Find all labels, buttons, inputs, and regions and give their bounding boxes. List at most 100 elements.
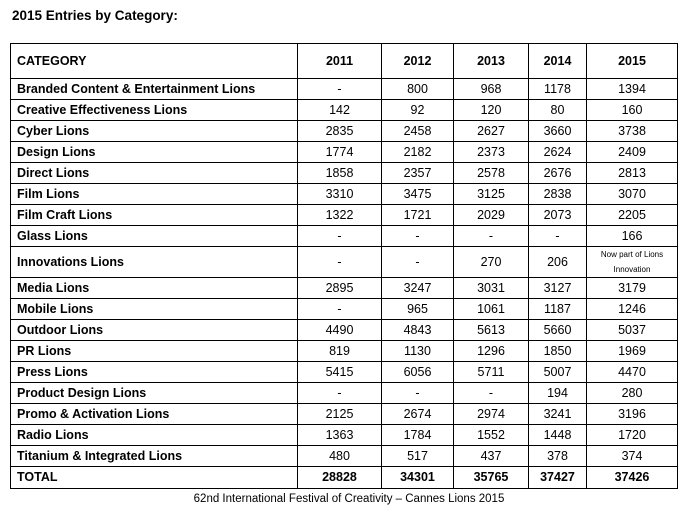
- value-cell-2012: 6056: [381, 361, 454, 383]
- category-cell: Titanium & Integrated Lions: [10, 445, 298, 467]
- column-header-2014: 2014: [528, 43, 587, 79]
- value-cell-2013: 1296: [453, 340, 529, 362]
- value-cell-2015: 3070: [586, 183, 678, 205]
- value-cell-2014: 194: [528, 382, 587, 404]
- value-cell-2014: 378: [528, 445, 587, 467]
- table-row: Glass Lions - - - -166: [10, 225, 678, 247]
- column-header-2015: 2015: [586, 43, 678, 79]
- column-header-2012: 2012: [381, 43, 454, 79]
- value-cell-2011: -: [297, 78, 382, 100]
- value-cell-2011: -: [297, 225, 382, 247]
- value-cell-2014: 2838: [528, 183, 587, 205]
- total-2014: 37427: [528, 466, 587, 489]
- table-header-row: CATEGORY 2011 2012 2013 2014 2015: [10, 43, 678, 79]
- category-cell: PR Lions: [10, 340, 298, 362]
- value-cell-2015: 280: [586, 382, 678, 404]
- value-cell-2014: 1850: [528, 340, 587, 362]
- table-row: Mobile Lions -965 1061 1187 1246: [10, 298, 678, 320]
- value-cell-2011: 5415: [297, 361, 382, 383]
- category-cell: Product Design Lions: [10, 382, 298, 404]
- category-cell: Promo & Activation Lions: [10, 403, 298, 425]
- category-cell: Media Lions: [10, 277, 298, 299]
- value-cell-2012: 1721: [381, 204, 454, 226]
- value-cell-2015: 166: [586, 225, 678, 247]
- value-cell-2013: -: [453, 225, 529, 247]
- value-cell-2013: 437: [453, 445, 529, 467]
- table-row: Radio Lions 1363 1784 1552 1448 1720: [10, 424, 678, 446]
- table-row: Product Design Lions - - -194 280: [10, 382, 678, 404]
- category-cell: Mobile Lions: [10, 298, 298, 320]
- category-cell: Film Craft Lions: [10, 204, 298, 226]
- value-cell-2011: 3310: [297, 183, 382, 205]
- category-cell: Cyber Lions: [10, 120, 298, 142]
- value-cell-2011: 1774: [297, 141, 382, 163]
- value-cell-2015: 4470: [586, 361, 678, 383]
- category-cell: Outdoor Lions: [10, 319, 298, 341]
- category-cell: Creative Effectiveness Lions: [10, 99, 298, 121]
- value-cell-2014: 1448: [528, 424, 587, 446]
- value-cell-2012: 92: [381, 99, 454, 121]
- column-header-2013: 2013: [453, 43, 529, 79]
- value-cell-2012: 2357: [381, 162, 454, 184]
- value-cell-2011: 480: [297, 445, 382, 467]
- value-cell-2011: 2125: [297, 403, 382, 425]
- value-cell-2012: -: [381, 382, 454, 404]
- value-cell-2013: 3125: [453, 183, 529, 205]
- value-cell-2015: 2813: [586, 162, 678, 184]
- value-cell-2014: 206: [528, 246, 587, 278]
- value-cell-2013: 5613: [453, 319, 529, 341]
- value-cell-2015: 1720: [586, 424, 678, 446]
- category-cell: Radio Lions: [10, 424, 298, 446]
- value-cell-2013: 2029: [453, 204, 529, 226]
- value-cell-2015: 160: [586, 99, 678, 121]
- value-cell-2015: Now part of Lions Innovation: [586, 246, 678, 278]
- value-cell-2013: 968: [453, 78, 529, 100]
- value-cell-2012: 3247: [381, 277, 454, 299]
- value-cell-2013: 2373: [453, 141, 529, 163]
- value-cell-2015: 374: [586, 445, 678, 467]
- value-cell-2014: 5660: [528, 319, 587, 341]
- total-2015: 37426: [586, 466, 678, 489]
- value-cell-2014: 5007: [528, 361, 587, 383]
- total-2011: 28828: [297, 466, 382, 489]
- value-cell-2012: -: [381, 225, 454, 247]
- value-cell-2014: 2624: [528, 141, 587, 163]
- table-row: Outdoor Lions 4490 4843 5613 5660 5037: [10, 319, 678, 341]
- value-cell-2011: -: [297, 298, 382, 320]
- value-cell-2011: 1322: [297, 204, 382, 226]
- value-cell-2012: 517: [381, 445, 454, 467]
- entries-table: CATEGORY 2011 2012 2013 2014 2015 Brande…: [10, 43, 678, 489]
- value-cell-2013: 3031: [453, 277, 529, 299]
- value-cell-2013: 2578: [453, 162, 529, 184]
- column-header-2011: 2011: [297, 43, 382, 79]
- value-cell-2011: -: [297, 382, 382, 404]
- page-title: 2015 Entries by Category:: [12, 8, 178, 23]
- value-cell-2011: 819: [297, 340, 382, 362]
- value-cell-2015: 1394: [586, 78, 678, 100]
- column-header-category: CATEGORY: [10, 43, 298, 79]
- table-row: Innovations Lions - -270 206 Now part of Lio…: [10, 246, 678, 278]
- value-cell-2013: 1552: [453, 424, 529, 446]
- value-cell-2013: 2627: [453, 120, 529, 142]
- value-cell-2015: 3179: [586, 277, 678, 299]
- value-cell-2013: 1061: [453, 298, 529, 320]
- value-cell-2013: 2974: [453, 403, 529, 425]
- value-cell-2014: 1178: [528, 78, 587, 100]
- value-cell-2012: 2458: [381, 120, 454, 142]
- value-cell-2012: 2182: [381, 141, 454, 163]
- value-cell-2015: 3196: [586, 403, 678, 425]
- value-cell-2012: -: [381, 246, 454, 278]
- value-cell-2014: 2676: [528, 162, 587, 184]
- value-cell-2012: 800: [381, 78, 454, 100]
- table-row: Direct Lions 1858 2357 2578 2676 2813: [10, 162, 678, 184]
- value-cell-2012: 3475: [381, 183, 454, 205]
- value-cell-2013: 120: [453, 99, 529, 121]
- value-cell-2013: 270: [453, 246, 529, 278]
- value-cell-2011: 2835: [297, 120, 382, 142]
- value-cell-2014: 1187: [528, 298, 587, 320]
- table-row: Design Lions 1774 2182 2373 2624 2409: [10, 141, 678, 163]
- value-cell-2012: 1130: [381, 340, 454, 362]
- total-row: TOTAL 28828 34301 35765 37427 37426: [10, 466, 678, 489]
- value-cell-2012: 965: [381, 298, 454, 320]
- category-cell: Innovations Lions: [10, 246, 298, 278]
